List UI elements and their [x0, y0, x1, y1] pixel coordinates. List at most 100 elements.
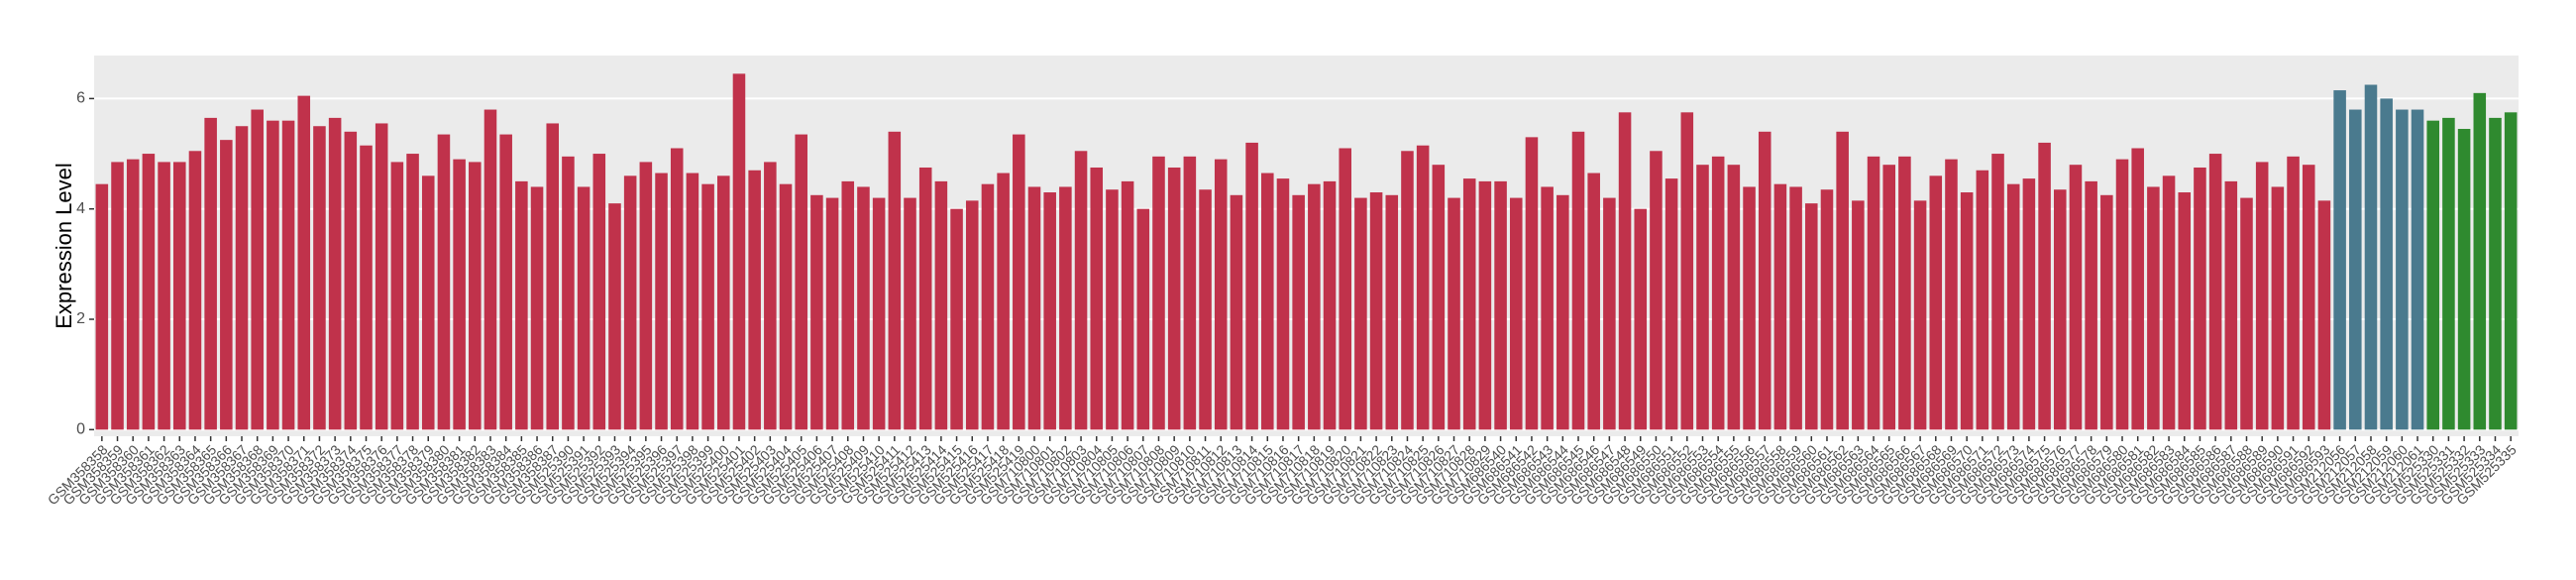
bar: [623, 175, 637, 430]
bar: [1650, 151, 1663, 430]
bar: [1525, 137, 1539, 430]
y-tick-label: 2: [76, 310, 85, 327]
bar: [483, 109, 497, 430]
bar: [375, 123, 388, 430]
bar: [111, 162, 124, 430]
bar: [220, 140, 233, 430]
bar: [872, 197, 886, 430]
bar: [2085, 180, 2097, 430]
bar: [1448, 197, 1460, 430]
bar: [888, 131, 902, 430]
bar: [2333, 90, 2346, 430]
bar: [997, 173, 1010, 430]
bar: [1354, 197, 1367, 430]
bar: [2178, 192, 2192, 430]
bar: [1043, 192, 1056, 430]
bar: [2317, 200, 2331, 430]
bar: [810, 194, 823, 430]
bar: [2457, 129, 2471, 430]
bar: [1867, 156, 1880, 430]
plot-panel: [94, 56, 2519, 436]
bar: [515, 180, 528, 430]
bar: [918, 167, 932, 430]
bar: [1059, 186, 1072, 430]
bar: [965, 200, 979, 430]
bar: [1603, 197, 1616, 430]
bar: [1292, 194, 1305, 430]
bar: [126, 159, 140, 430]
bar: [2208, 154, 2222, 430]
bar: [1323, 180, 1337, 430]
bar: [188, 151, 202, 430]
bar: [2287, 156, 2300, 430]
bar: [1261, 173, 1274, 430]
bar: [2194, 167, 2206, 430]
bar: [2302, 165, 2315, 430]
bar: [562, 156, 575, 430]
bar: [1773, 183, 1787, 430]
bar: [1805, 203, 1818, 430]
bar: [1369, 192, 1383, 430]
bar: [1852, 200, 1865, 430]
bar: [1167, 167, 1181, 430]
bar: [2426, 120, 2440, 430]
bar: [2038, 142, 2051, 430]
bar: [1960, 192, 1974, 430]
bar: [1494, 180, 1507, 430]
bar: [1121, 180, 1134, 430]
bar: [857, 186, 870, 430]
bar: [95, 183, 109, 430]
bar: [235, 126, 249, 430]
y-axis-title: Expression Level: [52, 163, 76, 329]
bar: [453, 159, 466, 430]
bar: [577, 186, 590, 430]
bar: [981, 183, 995, 430]
bar: [1743, 186, 1756, 430]
bar: [530, 186, 544, 430]
bar: [204, 117, 217, 430]
bar: [1789, 186, 1802, 430]
bar: [297, 95, 311, 430]
bar: [1991, 154, 2004, 430]
bar: [1416, 145, 1430, 430]
bar: [1882, 165, 1895, 430]
bar: [950, 208, 963, 430]
bar: [2349, 109, 2362, 430]
bar: [2255, 162, 2269, 430]
bar: [313, 126, 326, 430]
bar: [1541, 186, 1554, 430]
bar: [2396, 109, 2409, 430]
bar: [1509, 197, 1523, 430]
bar: [2240, 197, 2253, 430]
bar: [546, 123, 560, 430]
bar: [1898, 156, 1911, 430]
bar: [1913, 200, 1927, 430]
bar: [1571, 131, 1585, 430]
bar: [390, 162, 404, 430]
bar: [1618, 112, 1632, 430]
bar: [2115, 159, 2129, 430]
bar: [795, 134, 807, 430]
bar: [779, 183, 793, 430]
bar: [1758, 131, 1771, 430]
bar: [904, 197, 916, 430]
bar: [1214, 159, 1228, 430]
bar: [2364, 84, 2378, 430]
bar: [1106, 189, 1119, 430]
bar: [437, 134, 451, 430]
bar: [2069, 165, 2083, 430]
bar: [2473, 92, 2487, 430]
bar: [655, 173, 668, 430]
bar: [2224, 180, 2238, 430]
bar: [2100, 194, 2113, 430]
bar: [1587, 173, 1600, 430]
bar: [1664, 178, 1678, 430]
bar: [1478, 180, 1492, 430]
bar: [2053, 189, 2067, 430]
bar: [1027, 186, 1041, 430]
bar: [592, 154, 606, 430]
bar: [1276, 178, 1290, 430]
bar: [1401, 151, 1414, 430]
bar: [701, 183, 714, 430]
